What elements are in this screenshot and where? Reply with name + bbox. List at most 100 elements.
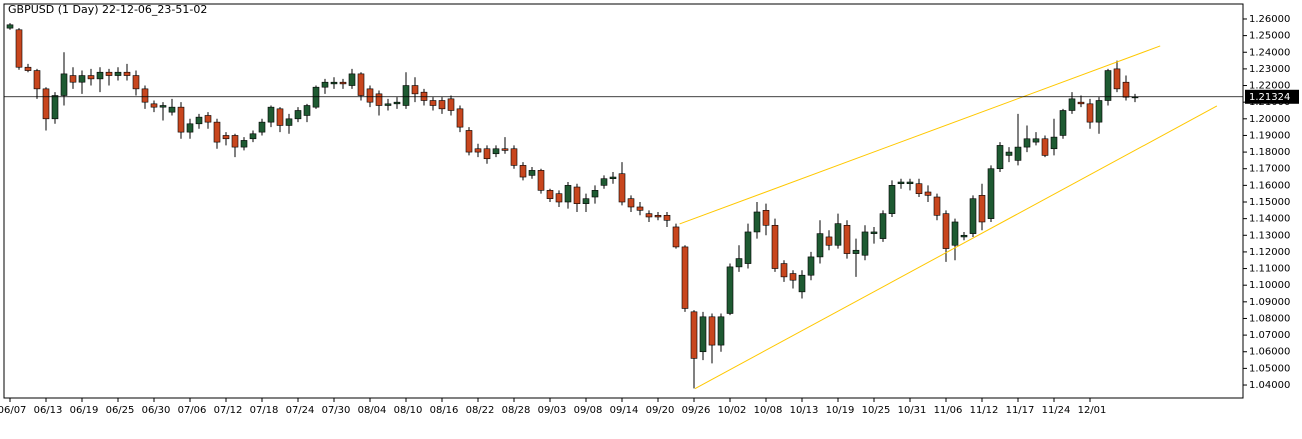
x-tick-label: 08/04 [358, 405, 387, 416]
x-tick-label: 07/06 [178, 405, 207, 416]
candle-body [159, 105, 167, 108]
x-tick-label: 06/07 [0, 405, 26, 416]
x-tick-label: 11/17 [1006, 405, 1035, 416]
candle-body [375, 93, 383, 106]
x-tick-label: 06/19 [70, 405, 99, 416]
candle-body [708, 316, 716, 346]
last-price-box [1245, 89, 1299, 104]
candle-body [942, 213, 950, 249]
candle-body [978, 195, 986, 223]
candle-body [780, 263, 788, 278]
y-tick-label: 1.10000 [1249, 280, 1290, 291]
x-tick-label: 10/08 [754, 405, 783, 416]
x-tick-label: 08/28 [502, 405, 531, 416]
candle-body [1077, 101, 1085, 105]
candle-body [618, 173, 626, 203]
x-tick-label: 07/18 [250, 405, 279, 416]
candle-body [933, 196, 941, 216]
candle-body [555, 193, 563, 203]
candle-body [213, 121, 221, 143]
candle-body [303, 105, 311, 116]
candle-body [816, 233, 824, 258]
candle-body [249, 133, 257, 140]
candle-body [501, 148, 509, 151]
candle-body [510, 148, 518, 166]
x-tick-label: 09/26 [682, 405, 711, 416]
candle-body [1059, 110, 1067, 136]
candle-body [591, 190, 599, 198]
candle-body [798, 274, 806, 293]
candle-body [906, 181, 914, 184]
candle-body [60, 73, 68, 96]
candle-body [186, 123, 194, 133]
x-tick-label: 10/02 [718, 405, 747, 416]
candle-body [654, 215, 662, 218]
candle-body [69, 75, 77, 83]
candle-body [870, 231, 878, 234]
candle-body [1032, 138, 1040, 143]
candle-body [663, 215, 671, 221]
candle-body [438, 100, 446, 110]
x-tick-label: 11/06 [934, 405, 963, 416]
x-tick-label: 06/25 [106, 405, 135, 416]
x-tick-label: 10/13 [790, 405, 819, 416]
candle-body [744, 231, 752, 264]
x-tick-label: 06/30 [142, 405, 171, 416]
candle-body [1050, 136, 1058, 150]
candle-body [969, 198, 977, 234]
y-tick-label: 1.14000 [1249, 214, 1290, 225]
candle-body [771, 224, 779, 269]
candle-body [996, 145, 1004, 170]
y-tick-label: 1.07000 [1249, 330, 1290, 341]
candle-body [1068, 98, 1076, 111]
y-tick-label: 1.24000 [1249, 47, 1290, 58]
y-tick-label: 1.26000 [1249, 14, 1290, 25]
candle-body [258, 121, 266, 133]
candle-body [78, 75, 86, 83]
candle-body [1122, 81, 1130, 98]
candle-body [411, 85, 419, 95]
candle-body [951, 221, 959, 246]
y-tick-label: 1.04000 [1249, 380, 1290, 391]
candle-body [897, 181, 905, 184]
y-tick-label: 1.12000 [1249, 247, 1290, 258]
trendline [694, 105, 1218, 390]
candle-body [483, 148, 491, 160]
candle-body [393, 101, 401, 105]
candle-body [762, 210, 770, 226]
candle-body [1104, 70, 1112, 101]
candle-body [177, 106, 185, 133]
candle-body [609, 176, 617, 180]
candle-body [1005, 151, 1013, 156]
candle-body [726, 266, 734, 314]
y-tick-label: 1.25000 [1249, 31, 1290, 42]
candle-body [834, 223, 842, 246]
candle-body [960, 234, 968, 238]
candle-body [357, 73, 365, 96]
candle-body [420, 91, 428, 101]
y-tick-label: 1.15000 [1249, 197, 1290, 208]
y-tick-label: 1.06000 [1249, 347, 1290, 358]
y-tick-label: 1.09000 [1249, 297, 1290, 308]
candle-body [474, 148, 482, 153]
x-tick-label: 11/12 [970, 405, 999, 416]
candle-body [222, 135, 230, 140]
trendline [679, 45, 1161, 225]
candle-body [1095, 100, 1103, 123]
candle-body [204, 115, 212, 123]
candle-body [852, 249, 860, 254]
candle-body [879, 213, 887, 239]
candle-body [42, 88, 50, 120]
candle-body [267, 106, 275, 123]
candle-body [51, 95, 59, 120]
x-tick-label: 09/14 [610, 405, 639, 416]
candle-body [528, 170, 536, 176]
candle-body [141, 88, 149, 103]
candle-body [1113, 68, 1121, 90]
x-tick-label: 09/08 [574, 405, 603, 416]
candle-body [753, 211, 761, 233]
candle-body [915, 183, 923, 194]
candle-body [537, 170, 545, 191]
y-tick-label: 1.08000 [1249, 313, 1290, 324]
x-tick-label: 07/30 [322, 405, 351, 416]
